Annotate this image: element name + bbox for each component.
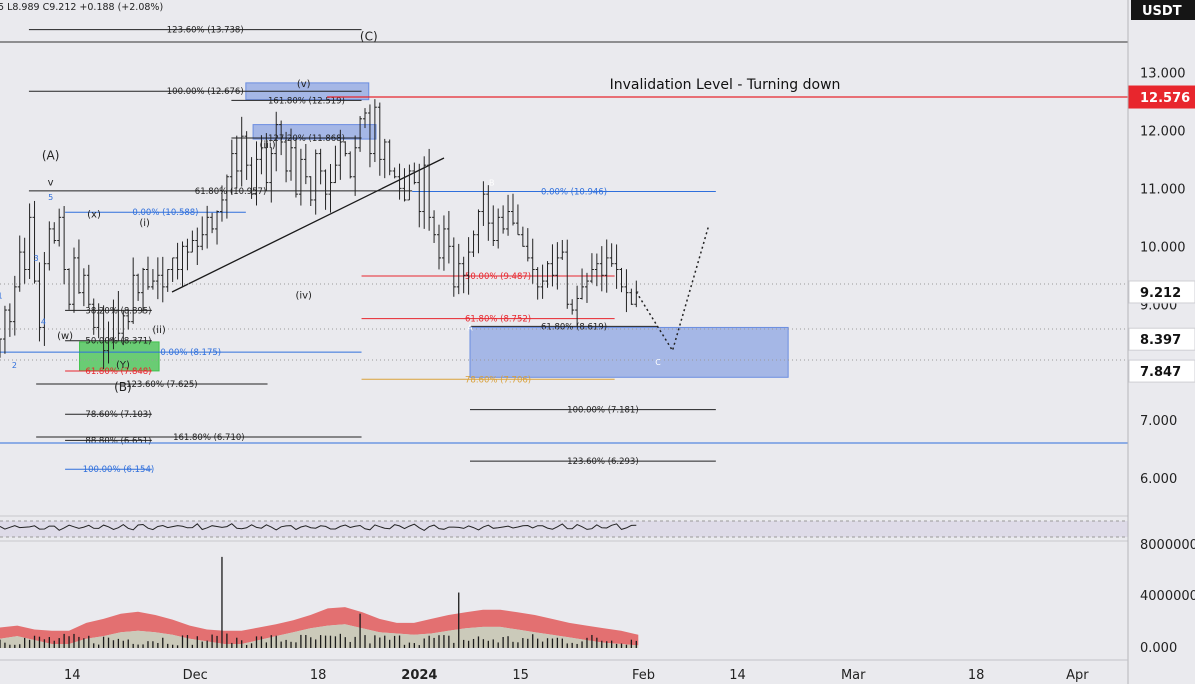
invalidation-label: Invalidation Level - Turning down (610, 77, 841, 93)
wave-label-16: (v) (297, 79, 311, 90)
wave-label-19: C (655, 358, 661, 367)
price-badge-bg-2 (1128, 327, 1195, 351)
time-tick-6: 14 (729, 668, 746, 683)
fib-label-17: 78.60% (7.103) (85, 410, 151, 420)
price-badge-2: 8.397 (1140, 333, 1181, 348)
time-tick-3: 2024 (401, 668, 437, 683)
oscillator-line (0, 523, 637, 531)
price-tick-4: 11.000 (1140, 182, 1186, 197)
price-badge-bg-0 (1128, 85, 1195, 109)
wave-label-1: (A) (42, 148, 60, 162)
currency-badge[interactable]: USDT (1142, 4, 1182, 19)
fib-label-5: 0.00% (10.588) (132, 208, 198, 218)
fib-label-15: 123.60% (7.625) (126, 380, 198, 390)
price-tick-3: 10.000 (1140, 240, 1186, 255)
wave-label-17: B (489, 178, 495, 187)
fib-label-16: 100.00% (7.181) (567, 406, 639, 416)
volume-layer (0, 556, 639, 648)
wave-label-14: (iii) (259, 140, 275, 151)
price-badge-3: 7.847 (1140, 365, 1181, 380)
wave-label-0: (C) (360, 30, 378, 44)
wave-labels: (C) (A) v 5 (x) (i) 3 1 4 (w) (ii) 2 (Y) (B) (iii) (iv)… (0, 30, 661, 395)
price-axis[interactable]: 6.0007.0009.00010.00011.00012.00013.0001… (1128, 66, 1195, 487)
zone-box-2 (79, 341, 160, 372)
wave-label-3: 5 (48, 193, 53, 202)
wave-label-10: (ii) (152, 325, 165, 336)
fib-label-20: 123.60% (6.293) (567, 457, 639, 467)
zones-layer (79, 82, 789, 378)
currency-badge-bg (1131, 0, 1195, 20)
wave-label-13: (B) (114, 380, 132, 394)
fib-label-2: 161.80% (12.519) (268, 96, 345, 106)
time-tick-0: 14 (64, 668, 81, 683)
price-tick-6: 13.000 (1140, 66, 1186, 81)
time-tick-7: Mar (841, 668, 866, 683)
wave-label-9: (w) (57, 331, 73, 342)
ohlc-readout: 5 L8.989 C9.212 +0.188 (+2.08%) (0, 2, 163, 13)
fib-label-1: 100.00% (12.676) (167, 87, 244, 97)
price-badge-1: 9.212 (1140, 286, 1181, 301)
volume-ma-band (0, 607, 639, 646)
time-axis[interactable]: 14 Dec 18 2024 15 Feb 14 Mar 18 Apr (64, 668, 1089, 683)
fib-label-14: 78.60% (7.706) (465, 375, 531, 385)
wave-label-11: 2 (12, 361, 17, 370)
volume-axis: 0.000 4000000 8000000 (1140, 538, 1195, 656)
fib-label-9: 61.80% (8.752) (465, 315, 531, 325)
fib-label-7: 50.00% (9.487) (465, 272, 531, 282)
wave-label-7: 1 (0, 291, 3, 300)
fib-label-10: 61.80% (8.619) (541, 322, 607, 332)
zone-box-1 (252, 124, 377, 140)
price-tick-1: 7.000 (1140, 414, 1177, 429)
wave-label-8: 4 (41, 318, 46, 327)
wave-label-5: (i) (139, 218, 150, 229)
wave-label-18: A (467, 323, 473, 332)
fib-label-0: 123.60% (13.738) (167, 26, 244, 36)
price-tick-0: 6.000 (1140, 472, 1177, 487)
fib-label-3: 127.20% (11.868) (268, 134, 345, 144)
price-badge-bg-1 (1128, 280, 1195, 304)
wave-label-2: v (48, 177, 54, 188)
wave-label-4: (x) (87, 209, 101, 220)
fib-label-21: 100.00% (6.154) (83, 465, 155, 475)
projection-path (635, 225, 710, 353)
fib-label-4: 61.80% (10.957) (195, 187, 267, 197)
time-tick-8: 18 (968, 668, 985, 683)
fib-label-6: 0.00% (10.946) (541, 187, 607, 197)
fib-label-13: 61.80% (7.848) (85, 367, 151, 377)
fib-label-11: 50.00% (8.371) (85, 337, 151, 347)
volume-tick-0: 0.000 (1140, 641, 1177, 656)
price-tick-5: 12.000 (1140, 124, 1186, 139)
volume-tick-2: 8000000 (1140, 538, 1195, 553)
time-tick-1: Dec (183, 668, 208, 683)
oscillator-band (0, 521, 1128, 537)
price-badge-0: 12.576 (1140, 91, 1190, 106)
wave-label-12: (Y) (116, 360, 130, 371)
wave-label-6: 3 (34, 254, 39, 263)
price-badge-bg-3 (1128, 359, 1195, 383)
projection-line (635, 225, 710, 353)
fib-label-12: 0.00% (8.175) (160, 348, 221, 358)
wave-label-15: (iv) (295, 290, 312, 301)
fib-label-19: 88.80% (6.651) (85, 436, 151, 446)
volume-tick-1: 4000000 (1140, 589, 1195, 604)
zone-box-3 (469, 326, 789, 378)
time-tick-5: Feb (632, 668, 655, 683)
fib-label-18: 161.80% (6.710) (173, 433, 245, 443)
time-tick-2: 18 (310, 668, 327, 683)
trendline (171, 157, 445, 293)
time-tick-4: 15 (512, 668, 529, 683)
time-tick-9: Apr (1066, 668, 1089, 683)
candles-layer (0, 99, 639, 370)
